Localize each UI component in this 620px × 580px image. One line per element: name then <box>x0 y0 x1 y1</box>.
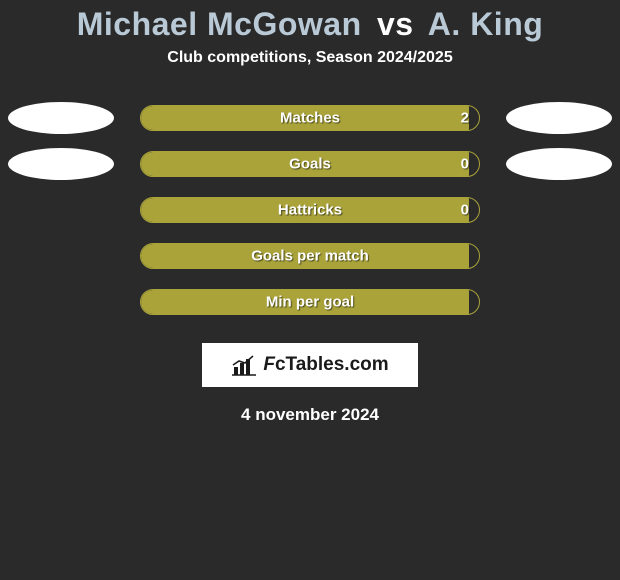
right-ellipse <box>506 148 612 180</box>
stat-label: Hattricks <box>278 202 342 219</box>
stat-bar: Min per goal <box>140 289 480 315</box>
stat-bar: Hattricks 0 <box>140 197 480 223</box>
subtitle: Club competitions, Season 2024/2025 <box>0 49 620 67</box>
brand-badge: FcTables.com <box>202 343 418 387</box>
stat-label: Min per goal <box>266 294 354 311</box>
left-ellipse <box>8 148 114 180</box>
date-text: 4 november 2024 <box>0 405 620 425</box>
stat-rows: Matches 2 Goals 0 Hattricks 0 Goals per match M… <box>0 95 620 325</box>
stat-value: 0 <box>461 156 469 173</box>
infographic: Michael McGowan vs A. King Club competit… <box>0 0 620 580</box>
right-ellipse <box>506 102 612 134</box>
stat-row: Goals 0 <box>0 141 620 187</box>
stat-value: 0 <box>461 202 469 219</box>
left-ellipse <box>8 102 114 134</box>
stat-label: Goals per match <box>251 248 369 265</box>
stat-row: Matches 2 <box>0 95 620 141</box>
stat-value: 2 <box>461 110 469 127</box>
stat-bar: Goals per match <box>140 243 480 269</box>
brand-text: FcTables.com <box>263 354 388 376</box>
player2-name: A. King <box>428 6 543 42</box>
stat-bar: Goals 0 <box>140 151 480 177</box>
title: Michael McGowan vs A. King <box>0 6 620 43</box>
vs-text: vs <box>377 6 414 42</box>
stat-bar: Matches 2 <box>140 105 480 131</box>
stat-label: Goals <box>289 156 331 173</box>
stat-label: Matches <box>280 110 340 127</box>
stat-row: Min per goal <box>0 279 620 325</box>
stat-row: Hattricks 0 <box>0 187 620 233</box>
brand-chart-icon <box>231 354 257 376</box>
player1-name: Michael McGowan <box>77 6 362 42</box>
stat-row: Goals per match <box>0 233 620 279</box>
